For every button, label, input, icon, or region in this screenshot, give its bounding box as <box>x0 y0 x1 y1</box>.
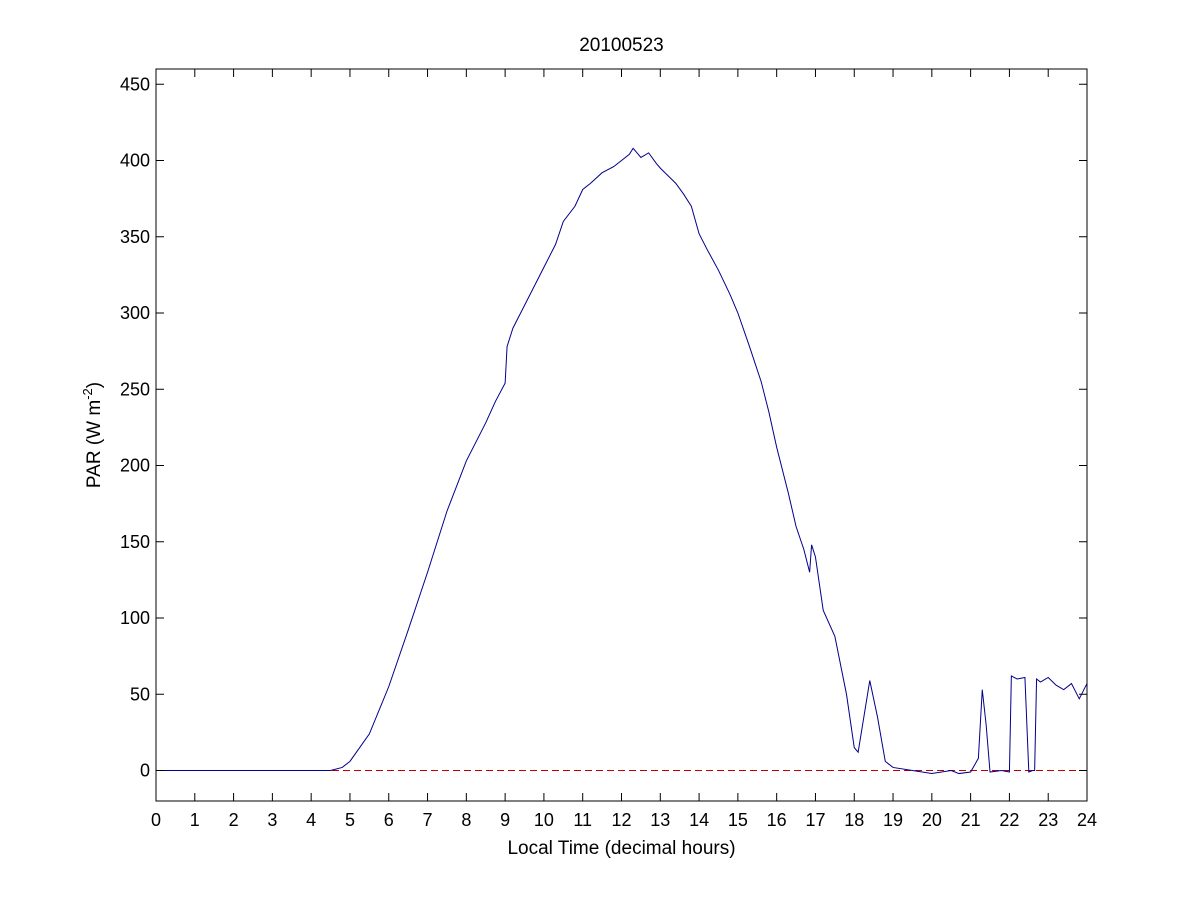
x-tick-label: 16 <box>767 810 787 830</box>
x-tick-label: 12 <box>611 810 631 830</box>
x-tick-label: 20 <box>922 810 942 830</box>
series-line-0 <box>156 147 1088 775</box>
x-tick-label: 17 <box>805 810 825 830</box>
x-tick-label: 24 <box>1077 810 1097 830</box>
plot-area <box>156 69 1087 801</box>
y-tick-label: 50 <box>130 684 150 704</box>
x-tick-label: 11 <box>573 810 592 830</box>
x-tick-label: 9 <box>500 810 510 830</box>
y-axis-label-main: PAR (W m <box>84 400 105 488</box>
x-axis-label: Local Time (decimal hours) <box>507 838 735 859</box>
y-tick-label: 350 <box>120 227 150 247</box>
x-tick-label: 21 <box>961 810 981 830</box>
y-tick-label: 0 <box>140 761 150 781</box>
y-axis-label: PAR (W m-2) <box>80 382 105 488</box>
y-tick-label: 400 <box>120 151 150 171</box>
x-tick-label: 7 <box>423 810 433 830</box>
plot-frame <box>155 68 1088 802</box>
y-tick-label: 250 <box>120 379 150 399</box>
x-tick-label: 2 <box>229 810 239 830</box>
x-tick-label: 15 <box>728 810 748 830</box>
y-tick-label: 150 <box>120 532 150 552</box>
x-tick-label: 0 <box>151 810 161 830</box>
x-tick-label: 5 <box>345 810 355 830</box>
y-axis-label-end: ) <box>84 382 105 388</box>
x-tick-label: 1 <box>190 810 200 830</box>
x-tick-label: 10 <box>534 810 554 830</box>
x-tick-label: 14 <box>689 810 709 830</box>
y-tick-label: 200 <box>120 456 150 476</box>
y-tick-label: 100 <box>120 608 150 628</box>
x-tick-label: 13 <box>650 810 670 830</box>
x-tick-label: 22 <box>999 810 1019 830</box>
y-tick-label: 450 <box>120 74 150 94</box>
chart-title: 20100523 <box>579 35 664 56</box>
y-tick-label: 300 <box>120 303 150 323</box>
x-tick-label: 8 <box>461 810 471 830</box>
x-tick-label: 4 <box>306 810 316 830</box>
y-axis-label-sup: -2 <box>80 388 95 400</box>
x-tick-label: 3 <box>267 810 277 830</box>
x-tick-label: 23 <box>1038 810 1058 830</box>
x-tick-label: 19 <box>883 810 903 830</box>
x-tick-label: 18 <box>844 810 864 830</box>
x-tick-label: 6 <box>384 810 394 830</box>
